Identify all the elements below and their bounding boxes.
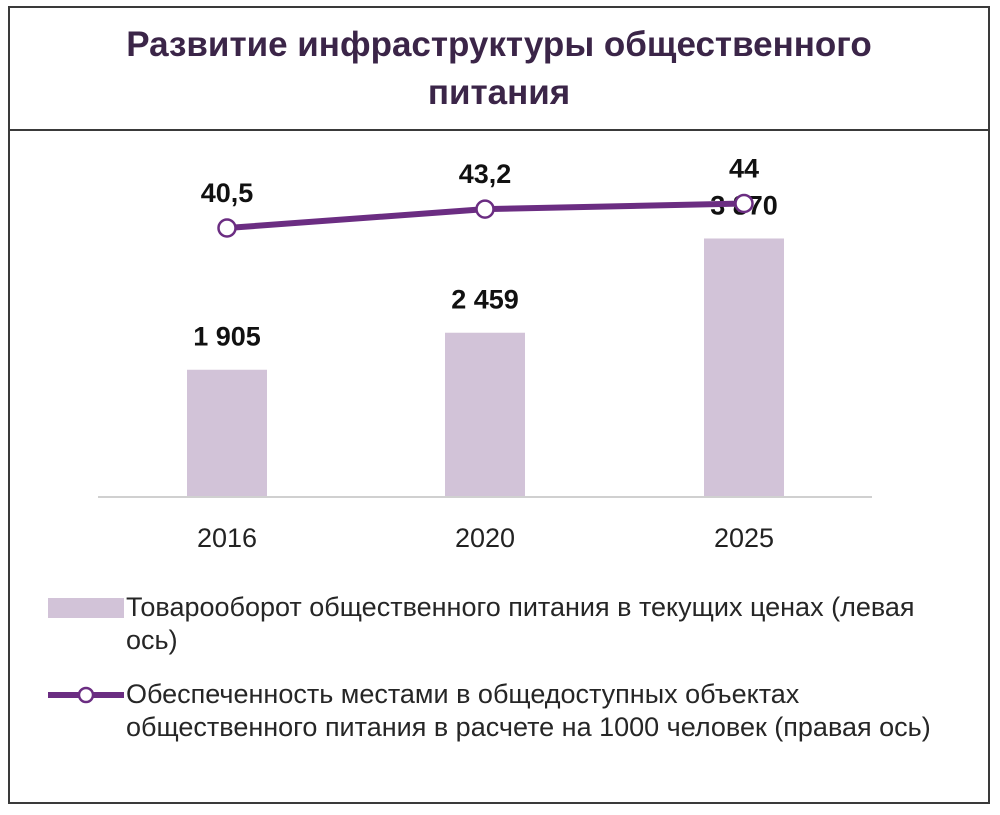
line-point-2025	[734, 193, 754, 214]
legend-swatch-bar	[48, 598, 124, 618]
bar-series	[187, 238, 784, 497]
bar-2020	[445, 332, 525, 497]
legend-label-line: Обеспеченность местами в общедоступных о…	[126, 679, 931, 742]
x-tick-labels: 2016 2020 2025	[197, 523, 774, 553]
line-series	[217, 193, 754, 238]
line-label-2025: 44	[729, 154, 759, 184]
x-tick-2020: 2020	[455, 523, 515, 553]
bar-label-2020: 2 459	[451, 285, 519, 315]
x-tick-2016: 2016	[197, 523, 257, 553]
line-label-2016: 40,5	[201, 178, 254, 208]
chart-frame: Развитие инфраструктуры общественного пи…	[8, 6, 990, 804]
x-tick-2025: 2025	[714, 523, 774, 553]
bar-2025	[704, 238, 784, 497]
legend-item-line: Обеспеченность местами в общедоступных о…	[48, 678, 956, 744]
legend-item-bar: Товарооборот общественного питания в тек…	[48, 591, 956, 657]
title-box: Развитие инфраструктуры общественного пи…	[10, 8, 988, 131]
line-data-labels: 40,5 43,2 44	[201, 154, 759, 209]
line-point-2020	[475, 199, 495, 219]
bar-label-2016: 1 905	[193, 322, 261, 352]
line-label-2020: 43,2	[459, 159, 512, 189]
chart-title: Развитие инфраструктуры общественного пи…	[126, 24, 872, 112]
bar-2016	[187, 369, 267, 497]
legend-label-bar: Товарооборот общественного питания в тек…	[126, 592, 915, 655]
legend-swatch-line	[48, 685, 124, 705]
line-point-2016	[217, 218, 237, 238]
